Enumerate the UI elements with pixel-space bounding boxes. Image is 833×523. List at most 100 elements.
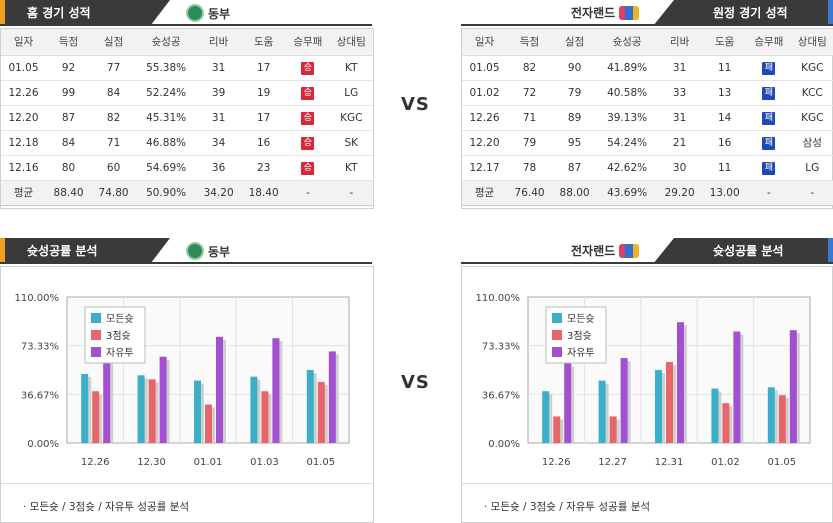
table-cell: 30 bbox=[657, 155, 703, 181]
win-badge: 승 bbox=[301, 86, 315, 100]
legend-label: 3점슛 bbox=[106, 330, 131, 342]
table-cell: 승 bbox=[286, 80, 330, 106]
legend-label: 자유투 bbox=[567, 347, 595, 359]
y-tick-label: 110.00% bbox=[15, 293, 60, 304]
loss-badge: 패 bbox=[762, 136, 776, 150]
legend-label: 모든슛 bbox=[106, 313, 134, 325]
bar-free-throws bbox=[328, 351, 336, 443]
average-cell: 74.80 bbox=[91, 180, 137, 206]
table-cell: 39.13% bbox=[597, 105, 658, 131]
table-cell: 12.20 bbox=[1, 105, 47, 131]
column-header: 실점 bbox=[91, 29, 137, 56]
column-header: 슛성공 bbox=[136, 29, 197, 56]
away-table-box: 일자 득점 실점 슛성공 리바 도움 승무패 상대팀 01.05 82 90 41.89% 31 11 패… bbox=[461, 28, 833, 209]
table-cell: 33 bbox=[657, 80, 703, 106]
y-tick-label: 73.33% bbox=[21, 342, 59, 353]
column-header: 도움 bbox=[702, 29, 748, 56]
table-cell: 77 bbox=[91, 55, 137, 81]
table-cell: SK bbox=[329, 130, 373, 156]
table-row: 12.18 84 71 46.88% 34 16 승 SK bbox=[1, 130, 373, 156]
bar-three-pointers bbox=[92, 391, 100, 443]
header-divider bbox=[461, 262, 833, 264]
table-row: 01.05 82 90 41.89% 31 11 패 KGC bbox=[462, 55, 833, 81]
table-cell: 12.16 bbox=[1, 155, 47, 181]
table-row: 12.20 79 95 54.24% 21 16 패 삼성 bbox=[462, 130, 833, 156]
win-badge: 승 bbox=[301, 161, 315, 175]
average-cell: 50.90% bbox=[136, 180, 197, 206]
x-tick-label: 01.02 bbox=[711, 457, 740, 468]
y-tick-label: 73.33% bbox=[482, 342, 520, 353]
table-cell: 42.62% bbox=[597, 155, 658, 181]
table-cell: 71 bbox=[91, 130, 137, 156]
column-header: 리바 bbox=[196, 29, 242, 56]
home-chart-caption: · 모든슛 / 3점슛 / 자유투 성공률 분석 bbox=[23, 501, 190, 513]
bar-three-pointers bbox=[722, 403, 730, 443]
table-cell: 71 bbox=[507, 105, 553, 131]
table-cell: 패 bbox=[747, 80, 791, 106]
legend-swatch bbox=[552, 330, 562, 340]
home-chart-header-accent bbox=[0, 238, 5, 264]
x-tick-label: 12.30 bbox=[137, 457, 166, 468]
table-cell: 12.17 bbox=[462, 155, 508, 181]
table-cell: 승 bbox=[286, 55, 330, 81]
column-header: 리바 bbox=[657, 29, 703, 56]
table-cell: 17 bbox=[241, 105, 287, 131]
bar-three-pointers bbox=[205, 404, 212, 443]
average-cell: 29.20 bbox=[657, 180, 703, 206]
x-tick-label: 01.03 bbox=[250, 457, 279, 468]
table-cell: 16 bbox=[702, 130, 748, 156]
bar-three-pointers bbox=[261, 391, 269, 443]
table-cell: 78 bbox=[507, 155, 553, 181]
table-cell: 패 bbox=[747, 55, 791, 81]
win-badge: 승 bbox=[301, 111, 315, 125]
bar-all-shots bbox=[194, 380, 201, 443]
table-cell: 54.24% bbox=[597, 130, 658, 156]
vs-label: VS bbox=[401, 94, 430, 115]
table-cell: 40.58% bbox=[597, 80, 658, 106]
column-header: 득점 bbox=[46, 29, 92, 56]
table-cell: LG bbox=[329, 80, 373, 106]
table-cell: 89 bbox=[552, 105, 598, 131]
table-cell: KGC bbox=[790, 105, 833, 131]
home-title: 홈 경기 성적 bbox=[5, 0, 170, 26]
bar-three-pointers bbox=[553, 416, 561, 443]
home-chart-team-name: 동부 bbox=[208, 244, 231, 259]
loss-badge: 패 bbox=[762, 86, 776, 100]
bar-all-shots bbox=[655, 370, 662, 443]
bar-three-pointers bbox=[148, 379, 156, 443]
table-cell: KCC bbox=[790, 80, 833, 106]
column-header: 상대팀 bbox=[329, 29, 373, 56]
table-row: 12.16 80 60 54.69% 36 23 승 KT bbox=[1, 155, 373, 181]
table-cell: 01.05 bbox=[1, 55, 47, 81]
bar-three-pointers bbox=[778, 395, 786, 443]
home-chart-header: 슛성공률 분석 동부 bbox=[0, 238, 372, 264]
home-chart-title: 슛성공률 분석 bbox=[5, 238, 170, 264]
table-cell: KT bbox=[329, 155, 373, 181]
bar-free-throws bbox=[733, 331, 741, 443]
x-tick-label: 01.05 bbox=[306, 457, 335, 468]
legend-swatch bbox=[91, 347, 101, 357]
table-cell: LG bbox=[790, 155, 833, 181]
win-badge: 승 bbox=[301, 136, 315, 150]
away-chart-team-name: 전자랜드 bbox=[571, 244, 616, 258]
table-cell: 54.69% bbox=[136, 155, 197, 181]
bar-three-pointers bbox=[317, 381, 325, 443]
column-header: 승무패 bbox=[286, 29, 330, 56]
table-cell: KGC bbox=[329, 105, 373, 131]
column-header: 일자 bbox=[1, 29, 47, 56]
y-tick-label: 0.00% bbox=[27, 439, 59, 450]
away-stats-table: 일자 득점 실점 슛성공 리바 도움 승무패 상대팀 01.05 82 90 41.89% 31 11 패… bbox=[462, 29, 833, 206]
table-row: 12.26 99 84 52.24% 39 19 승 LG bbox=[1, 80, 373, 106]
table-cell: 84 bbox=[91, 80, 137, 106]
legend-swatch bbox=[552, 313, 562, 323]
table-cell: 삼성 bbox=[790, 130, 833, 156]
table-cell: 31 bbox=[657, 105, 703, 131]
table-cell: 12.26 bbox=[462, 105, 508, 131]
table-cell: 01.02 bbox=[462, 80, 508, 106]
home-chart-team: 동부 bbox=[186, 242, 230, 260]
table-cell: 17 bbox=[241, 55, 287, 81]
table-cell: 87 bbox=[552, 155, 598, 181]
away-title: 원정 경기 성적 bbox=[653, 0, 828, 26]
home-shooting-chart: 0.00% 36.67% 73.33% 110.00% 12.26 12.30 01.01 0… bbox=[15, 293, 350, 468]
bar-all-shots bbox=[711, 388, 719, 443]
